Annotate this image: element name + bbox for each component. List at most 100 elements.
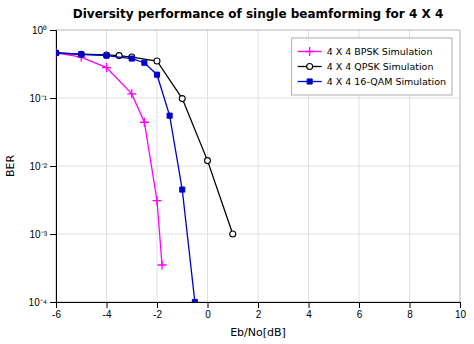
legend-marker-shape	[307, 79, 312, 84]
point-marker	[192, 299, 197, 302]
point-marker	[180, 187, 185, 192]
data-area	[56, 48, 236, 302]
tick: 10⁰	[32, 25, 56, 36]
tick-mark	[50, 166, 56, 167]
legend-marker-shape	[307, 64, 313, 70]
grid	[56, 30, 460, 302]
point-marker	[230, 231, 236, 237]
legend: 4 X 4 BPSK Simulation 4 X 4 QPSK Simulati…	[292, 38, 452, 95]
marker-shape	[129, 56, 134, 61]
y-axis-title: BER	[4, 155, 17, 177]
point-marker	[154, 58, 160, 64]
tick-mark	[50, 30, 56, 31]
marker-shape	[230, 231, 236, 237]
point-marker	[154, 72, 159, 77]
tick: 10⁻²	[30, 161, 56, 172]
marker-shape	[56, 50, 59, 56]
point-marker	[142, 60, 147, 65]
point-marker	[129, 56, 134, 61]
tick-mark	[410, 302, 411, 308]
tick-mark	[157, 302, 158, 308]
tick: 4	[306, 302, 312, 320]
legend-marker	[305, 47, 314, 56]
tick-label: 10⁻³	[30, 229, 48, 240]
marker-shape	[167, 113, 172, 118]
title: Diversity performance of single beamform…	[73, 7, 444, 21]
tick-label: 10⁻⁴	[29, 297, 47, 308]
tick: -2	[153, 302, 162, 320]
x-axis: -6-4-20246810	[52, 302, 466, 320]
y-axis: 10⁻⁴ 10⁻³ 10⁻² 10⁻¹ 10⁰	[29, 25, 57, 308]
point-marker	[56, 50, 59, 56]
tick: 10⁻¹	[30, 93, 56, 104]
grid-line-y	[56, 234, 460, 235]
tick-label: -6	[52, 309, 61, 320]
tick-mark	[50, 98, 56, 99]
tick-mark	[50, 234, 56, 235]
marker-shape	[127, 89, 136, 98]
marker-shape	[104, 53, 109, 58]
series-line	[56, 53, 195, 302]
point-marker	[104, 52, 110, 58]
tick: 0	[205, 302, 211, 320]
tick-mark	[50, 302, 56, 303]
tick-label: 2	[256, 309, 262, 320]
legend-label: 4 X 4 QPSK Simulation	[327, 61, 434, 72]
tick-label: -4	[103, 309, 112, 320]
point-marker	[167, 113, 172, 118]
marker-shape	[192, 299, 197, 302]
tick: 10⁻³	[30, 229, 56, 240]
marker-shape	[102, 63, 111, 72]
point-marker	[140, 118, 149, 127]
x-axis-title: Eb/No[dB]	[230, 326, 286, 339]
series-line	[56, 53, 233, 234]
plot-frame	[56, 30, 460, 302]
tick-label: 10	[455, 309, 467, 320]
legend-marker-shape	[305, 47, 314, 56]
axis-line	[57, 303, 461, 309]
marker-shape	[140, 118, 149, 127]
point-marker	[102, 63, 111, 72]
point-marker	[179, 96, 185, 102]
marker-shape	[180, 187, 185, 192]
tick: 10	[455, 302, 467, 320]
point-marker	[104, 53, 109, 58]
tick-mark	[107, 302, 108, 308]
marker-shape	[153, 196, 162, 205]
marker-shape	[179, 96, 185, 102]
marker-shape	[56, 50, 59, 55]
tick-label: 10⁻²	[30, 161, 48, 172]
marker-shape	[205, 158, 211, 164]
legend-marker	[307, 64, 313, 70]
marker-shape	[158, 261, 167, 270]
marker-shape	[142, 60, 147, 65]
tick-mark	[208, 302, 209, 308]
marker-shape	[154, 58, 160, 64]
tick-mark	[359, 302, 360, 308]
marker-shape	[104, 52, 110, 58]
point-marker	[56, 50, 59, 55]
grid-line-y	[56, 98, 460, 99]
tick: -4	[103, 302, 112, 320]
tick-label: 4	[306, 309, 312, 320]
point-marker	[127, 89, 136, 98]
tick-label: 6	[357, 309, 363, 320]
legend-item: 4 X 4 BPSK Simulation	[298, 46, 433, 57]
tick-mark	[258, 302, 259, 308]
legend-item: 4 X 4 QPSK Simulation	[298, 61, 434, 72]
tick-label: 0	[205, 309, 211, 320]
tick: 10⁻⁴	[29, 297, 56, 308]
marker-shape	[154, 72, 159, 77]
legend-marker	[307, 79, 312, 84]
axis-line	[50, 31, 57, 303]
legend-label: 4 X 4 BPSK Simulation	[327, 46, 433, 57]
marker-shape	[78, 51, 84, 57]
series-line	[56, 53, 162, 265]
tick: 2	[256, 302, 262, 320]
chart: -6-4-2024681010⁻⁴10⁻³10⁻²10⁻¹10⁰4 X 4 BP…	[0, 0, 474, 344]
tick: 6	[357, 302, 363, 320]
legend-item: 4 X 4 16-QAM Simulation	[298, 76, 446, 87]
point-marker	[205, 158, 211, 164]
legend-box	[292, 38, 452, 95]
tick-label: 10⁻¹	[30, 93, 48, 104]
